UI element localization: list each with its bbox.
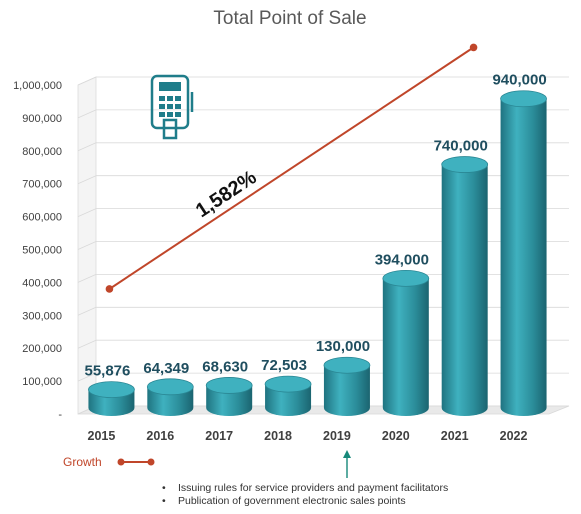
x-tick-label: 2022: [500, 429, 528, 443]
y-tick-label: 300,000: [22, 310, 62, 322]
gridline-side: [77, 109, 97, 119]
data-label: 394,000: [375, 251, 429, 268]
y-tick-label: 200,000: [22, 343, 62, 355]
gridline-side: [77, 274, 97, 283]
y-tick-label: 1,000,000: [13, 80, 62, 92]
x-tick-label: 2017: [205, 429, 233, 443]
data-label: 740,000: [434, 138, 488, 155]
bar-body: [323, 365, 370, 416]
data-label: 940,000: [492, 72, 546, 89]
bar: [146, 378, 194, 416]
x-axis: 2015 2016 2017 2018 2019 2020 2021 2022: [88, 429, 528, 443]
annotation-arrow: [343, 450, 351, 478]
bar-body: [382, 278, 429, 416]
note-text: Issuing rules for service providers and …: [178, 482, 449, 494]
x-tick-label: 2016: [146, 429, 174, 443]
x-tick-label: 2019: [323, 429, 351, 443]
y-tick-label: 400,000: [22, 277, 62, 289]
y-tick-label: 500,000: [22, 245, 62, 257]
gridline-side: [77, 306, 97, 316]
y-axis: - 100,000 200,000 300,000 400,000 500,000 600,…: [13, 80, 62, 421]
gridline-side: [77, 372, 97, 382]
bar-series: [88, 90, 547, 417]
y-tick-label: -: [58, 409, 62, 421]
y-tick-label: 900,000: [22, 113, 62, 125]
gridline-side: [77, 241, 97, 250]
note-item: Issuing rules for service providers and …: [162, 482, 448, 495]
bar: [441, 156, 489, 416]
bar-body: [265, 384, 312, 416]
bar-top: [146, 378, 194, 396]
gridline-side: [77, 208, 97, 217]
bar-top: [205, 377, 253, 394]
growth-line-group: [105, 43, 478, 293]
y-tick-label: 600,000: [22, 212, 62, 224]
y-tick-label: 100,000: [22, 376, 62, 388]
growth-start-marker: [105, 285, 114, 293]
bar: [382, 269, 430, 416]
bar: [205, 377, 253, 416]
x-tick-label: 2015: [88, 429, 116, 443]
bar-top: [441, 156, 489, 173]
data-label: 130,000: [316, 338, 370, 355]
note-item: Publication of government electronic sal…: [162, 495, 448, 508]
legend-marker-end: [147, 458, 155, 466]
growth-line: [108, 46, 475, 290]
x-tick-label: 2020: [382, 429, 410, 443]
y-tick-label: 800,000: [22, 146, 62, 158]
growth-end-marker: [469, 43, 478, 52]
bar-top: [88, 381, 135, 399]
gridline-side: [77, 142, 97, 152]
bar-top: [382, 269, 430, 287]
y-tick-label: 700,000: [22, 179, 62, 191]
data-labels: 55,876 64,349 68,630 72,503 130,000 394,000 74…: [84, 72, 546, 380]
chart-title: Total Point of Sale: [213, 8, 366, 29]
bar-body: [206, 385, 253, 416]
legend-label: Growth: [63, 455, 102, 469]
pos-terminal-icon: [150, 74, 194, 140]
bar-top: [500, 90, 547, 108]
bar-top: [264, 375, 312, 393]
bar: [500, 90, 547, 417]
data-label: 55,876: [84, 363, 130, 380]
bar-top: [323, 356, 371, 374]
bar: [88, 381, 135, 416]
gridline-side: [77, 339, 97, 349]
bar-body: [441, 164, 488, 416]
data-label: 68,630: [202, 358, 248, 375]
growth-legend: Growth: [63, 455, 155, 469]
legend-marker-start: [117, 458, 125, 466]
growth-label: 1,582%: [192, 166, 261, 222]
bar: [323, 356, 371, 416]
gridline-side: [77, 175, 97, 185]
notes-list: Issuing rules for service providers and …: [162, 482, 448, 507]
note-text: Publication of government electronic sal…: [178, 494, 406, 507]
bar-body: [500, 98, 547, 417]
x-tick-label: 2018: [264, 429, 292, 443]
bar: [264, 375, 312, 416]
x-tick-label: 2021: [441, 429, 469, 443]
data-label: 64,349: [143, 360, 189, 377]
gridline-side: [77, 76, 97, 86]
data-label: 72,503: [261, 357, 307, 374]
